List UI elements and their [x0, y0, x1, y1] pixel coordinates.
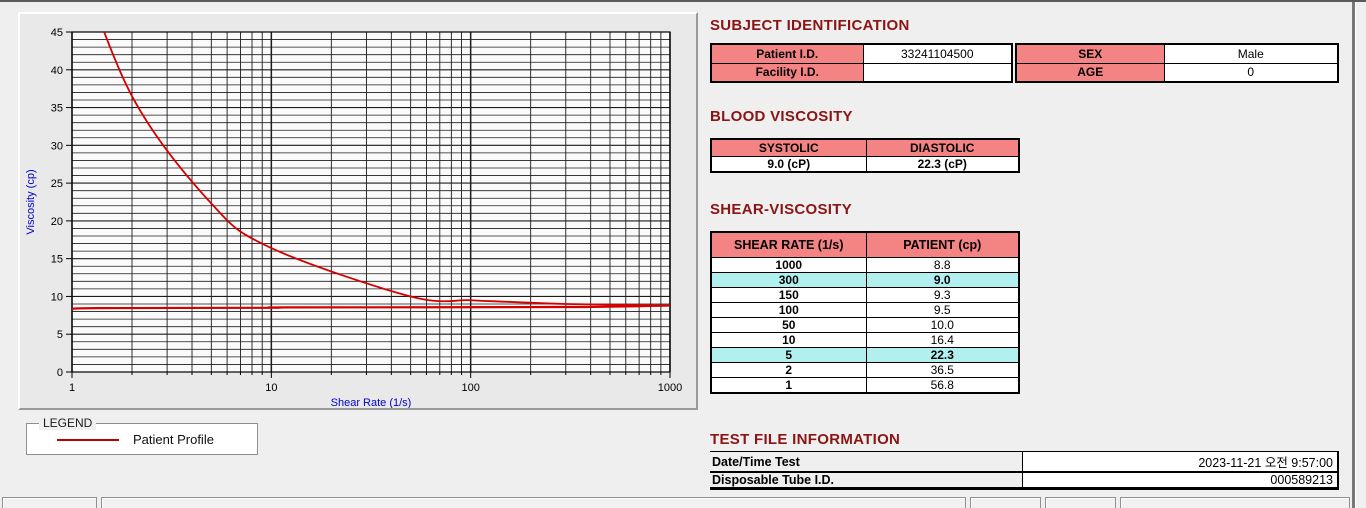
blood-viscosity-table: SYSTOLIC DIASTOLIC 9.0 (cP) 22.3 (cP)	[710, 138, 1020, 173]
legend-title: LEGEND	[39, 416, 97, 430]
disposable-tube-id-label: Disposable Tube I.D.	[710, 472, 1022, 490]
table-row: AGE 0	[1015, 62, 1339, 83]
svg-text:10: 10	[51, 291, 63, 303]
flat-viscosity-trace	[72, 304, 670, 311]
subject-identification-title: SUBJECT IDENTIFICATION	[710, 17, 910, 34]
cut-off-panel	[1120, 497, 1350, 508]
patient-cp-header: PATIENT (cp)	[865, 231, 1020, 258]
subject-id-left-table: Patient I.D. 33241104500 Facility I.D.	[710, 43, 1013, 83]
shear-rate-cell: 100	[710, 301, 867, 318]
window-edge-strip	[1355, 2, 1366, 508]
cut-off-panel	[2, 497, 97, 508]
table-row: SEX Male	[1015, 43, 1339, 64]
legend-entry-label: Patient Profile	[133, 432, 214, 447]
patient-cp-cell: 9.0	[865, 271, 1020, 288]
shear-rate-header: SHEAR RATE (1/s)	[710, 231, 867, 258]
svg-text:25: 25	[51, 178, 63, 190]
patient-cp-cell: 56.8	[865, 376, 1020, 393]
test-file-information-table: Date/Time Test 2023-11-21 오전 9:57:00 Dis…	[710, 451, 1339, 490]
systolic-header: SYSTOLIC	[710, 138, 867, 157]
disposable-tube-id-value: 000589213	[1021, 472, 1338, 490]
cut-off-panel	[970, 497, 1041, 508]
shear-rate-cell: 2	[710, 361, 867, 378]
patient-id-value: 33241104500	[862, 43, 1013, 64]
table-header-row: SHEAR RATE (1/s) PATIENT (cp)	[710, 231, 1020, 258]
subject-id-right-table: SEX Male AGE 0	[1015, 43, 1339, 83]
age-value: 0	[1163, 62, 1339, 83]
svg-text:5: 5	[57, 329, 63, 341]
patient-cp-cell: 9.5	[865, 301, 1020, 318]
facility-id-label: Facility I.D.	[710, 62, 864, 83]
shear-table-row: 5 22.3	[710, 346, 1020, 363]
table-row: Facility I.D.	[710, 62, 1013, 83]
date-time-test-value: 2023-11-21 오전 9:57:00	[1021, 451, 1338, 473]
patient-id-label: Patient I.D.	[710, 43, 864, 64]
svg-text:30: 30	[51, 140, 63, 152]
shear-rate-cell: 5	[710, 346, 867, 363]
shear-rate-cell: 1	[710, 376, 867, 393]
viscosity-chart-panel: 0 5 10 15 20 25 30 35 40 45 1 10 100 1000 Viscosity (c…	[18, 12, 698, 410]
cut-off-panel	[1045, 497, 1116, 508]
shear-viscosity-chart: 0 5 10 15 20 25 30 35 40 45 1 10 100 1000 Viscosity (c…	[25, 27, 682, 409]
table-header-row: SYSTOLIC DIASTOLIC	[710, 138, 1020, 157]
date-time-test-label: Date/Time Test	[710, 451, 1022, 473]
window-splitter	[1352, 2, 1355, 508]
patient-cp-cell: 9.3	[865, 286, 1020, 303]
patient-cp-cell: 16.4	[865, 331, 1020, 348]
shear-table-row: 2 36.5	[710, 361, 1020, 378]
shear-viscosity-table: SHEAR RATE (1/s) PATIENT (cp) 1000 8.8 300…	[710, 231, 1020, 394]
shear-table-row: 300 9.0	[710, 271, 1020, 288]
shear-viscosity-title: SHEAR-VISCOSITY	[710, 201, 853, 218]
cut-off-panel	[101, 497, 966, 508]
svg-text:40: 40	[51, 65, 63, 77]
patient-cp-cell: 8.8	[865, 256, 1020, 273]
patient-cp-cell: 36.5	[865, 361, 1020, 378]
table-row: Disposable Tube I.D. 000589213	[710, 472, 1338, 490]
shear-table-row: 50 10.0	[710, 316, 1020, 333]
svg-text:15: 15	[51, 254, 63, 266]
svg-text:0: 0	[57, 367, 63, 379]
svg-text:1000: 1000	[658, 382, 682, 394]
systolic-value: 9.0 (cP)	[710, 155, 867, 173]
facility-id-value	[862, 62, 1013, 83]
blood-viscosity-title: BLOOD VISCOSITY	[710, 108, 853, 125]
test-file-information-title: TEST FILE INFORMATION	[710, 431, 901, 448]
diastolic-header: DIASTOLIC	[865, 138, 1020, 157]
legend-entry: Patient Profile	[57, 432, 214, 447]
table-row: Date/Time Test 2023-11-21 오전 9:57:00	[710, 451, 1338, 473]
svg-text:10: 10	[265, 382, 277, 394]
sex-value: Male	[1163, 43, 1339, 64]
y-axis-label: Viscosity (cp)	[25, 169, 37, 234]
table-row: 9.0 (cP) 22.3 (cP)	[710, 155, 1020, 173]
svg-text:100: 100	[461, 382, 479, 394]
table-row: Patient I.D. 33241104500	[710, 43, 1013, 64]
svg-text:1: 1	[69, 382, 75, 394]
sex-label: SEX	[1015, 43, 1165, 64]
shear-table-row: 1 56.8	[710, 376, 1020, 393]
shear-table-row: 150 9.3	[710, 286, 1020, 303]
shear-rate-cell: 1000	[710, 256, 867, 273]
shear-table-row: 1000 8.8	[710, 256, 1020, 273]
shear-rate-cell: 150	[710, 286, 867, 303]
svg-text:45: 45	[51, 27, 63, 39]
diastolic-value: 22.3 (cP)	[865, 155, 1020, 173]
shear-rate-cell: 300	[710, 271, 867, 288]
shear-table-row: 100 9.5	[710, 301, 1020, 318]
patient-cp-cell: 10.0	[865, 316, 1020, 333]
subject-identification-table: Patient I.D. 33241104500 Facility I.D. S…	[710, 43, 1339, 83]
patient-profile-curve	[103, 32, 670, 307]
shear-table-row: 10 16.4	[710, 331, 1020, 348]
shear-rate-cell: 10	[710, 331, 867, 348]
age-label: AGE	[1015, 62, 1165, 83]
patient-profile-line-swatch	[57, 438, 119, 441]
shear-rate-cell: 50	[710, 316, 867, 333]
legend-groupbox: LEGEND Patient Profile	[26, 416, 258, 455]
x-axis-label: Shear Rate (1/s)	[331, 397, 412, 408]
svg-text:20: 20	[51, 216, 63, 228]
patient-cp-cell: 22.3	[865, 346, 1020, 363]
svg-text:35: 35	[51, 103, 63, 115]
